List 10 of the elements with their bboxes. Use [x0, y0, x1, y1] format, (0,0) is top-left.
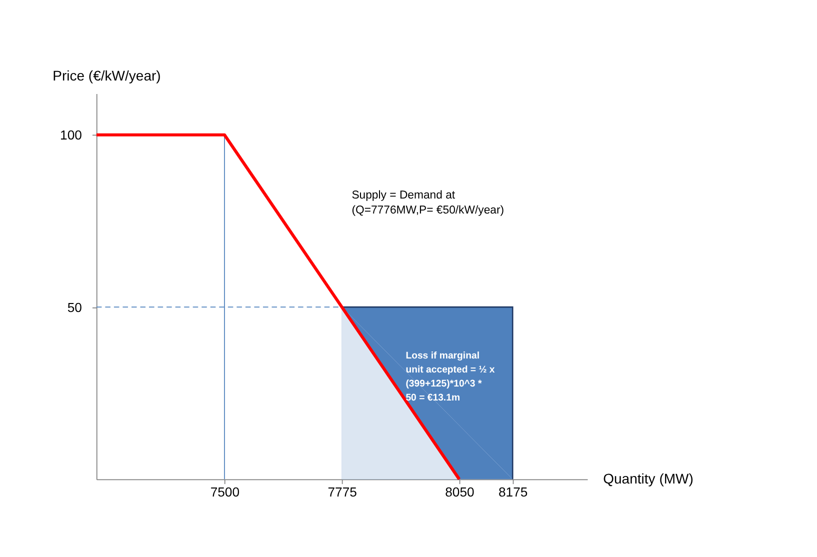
y-tick-label: 100	[60, 128, 82, 143]
annotation: Supply = Demand at (Q=7776MW,P= €50/kW/year)	[352, 190, 504, 217]
x-tick-label: 7775	[328, 484, 357, 500]
x-tick-label: 8175	[498, 484, 528, 500]
x-tick-label: 7500	[210, 484, 240, 500]
y-axis-title: Price (€/kW/year)	[52, 67, 161, 84]
annotation: Loss if marginal unit accepted = ½ x (399+125)*10^3 * 50 = €13.1m	[406, 350, 496, 404]
x-tick-label: 8050	[445, 484, 474, 500]
y-tick-label: 50	[67, 300, 82, 315]
x-axis-title: Quantity (MW)	[603, 470, 694, 487]
